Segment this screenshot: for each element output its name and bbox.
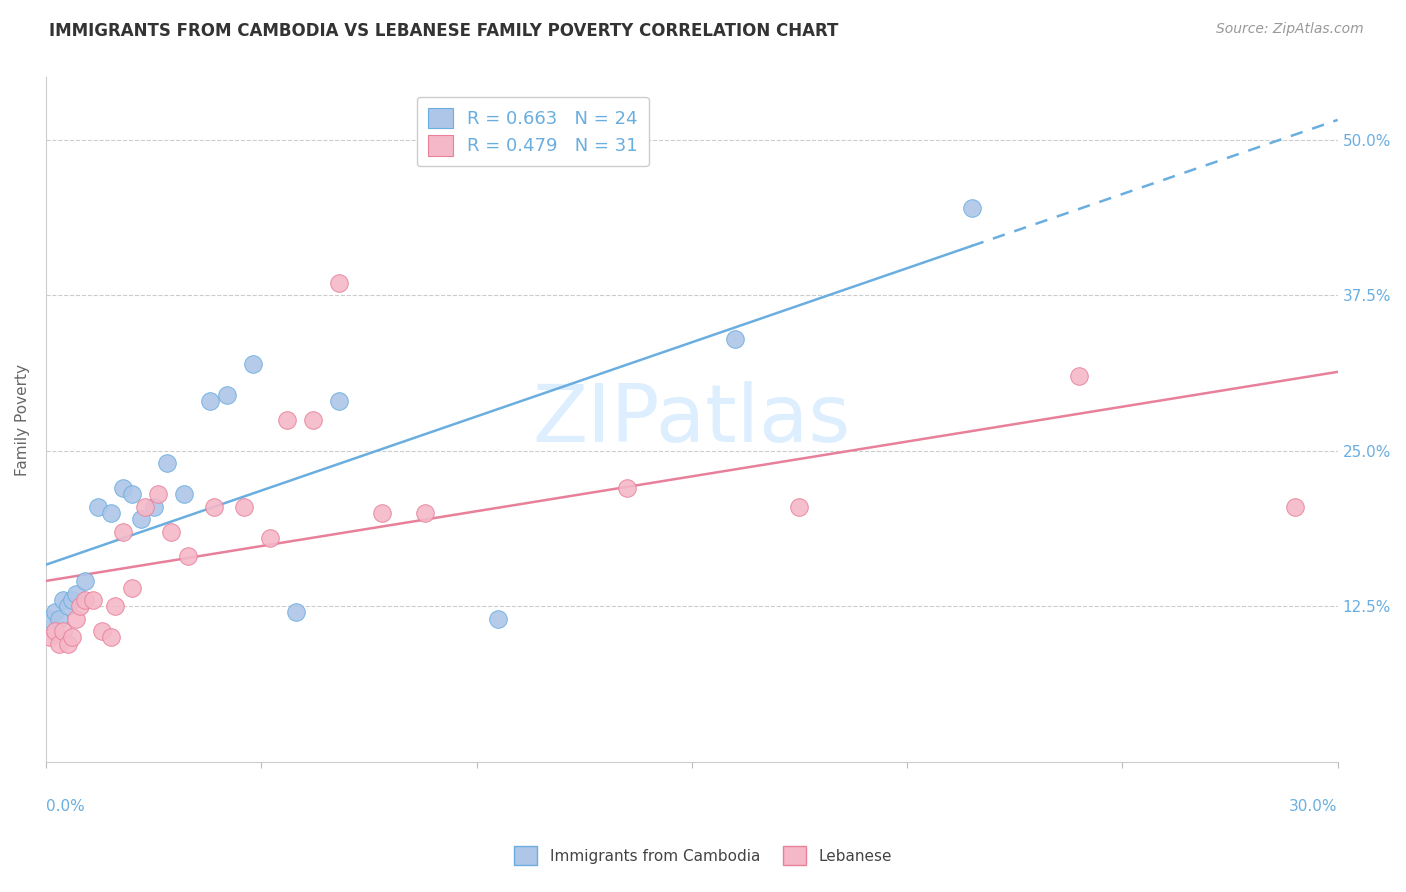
Point (112, 524, 135, 539)
Point (44, 606, 66, 620)
Point (371, 506, 394, 520)
Point (60, 631, 83, 645)
Point (100, 506, 122, 520)
Point (142, 500, 165, 514)
Point (104, 599, 127, 614)
Point (160, 524, 183, 539)
Point (48, 612, 70, 626)
Point (39, 612, 62, 626)
Point (284, 606, 307, 620)
Point (242, 357, 264, 371)
Point (173, 487, 195, 501)
Point (69, 599, 91, 614)
Point (616, 481, 638, 495)
Point (52, 593, 75, 607)
Point (86, 500, 108, 514)
Point (82, 593, 104, 607)
Point (233, 500, 256, 514)
Text: 0.0%: 0.0% (46, 799, 84, 814)
Point (198, 393, 221, 408)
Point (73, 593, 96, 607)
Point (121, 487, 143, 501)
Point (413, 506, 436, 520)
Text: 30.0%: 30.0% (1289, 799, 1337, 814)
Point (215, 388, 238, 402)
Point (44, 624, 66, 639)
Point (134, 500, 156, 514)
Point (155, 456, 177, 470)
Point (60, 593, 83, 607)
Point (724, 332, 747, 346)
Y-axis label: Family Poverty: Family Poverty (15, 364, 30, 475)
Point (100, 631, 122, 645)
Point (1069, 369, 1091, 384)
Point (328, 393, 350, 408)
Point (146, 487, 169, 501)
Point (129, 512, 152, 526)
Legend: R = 0.663   N = 24, R = 0.479   N = 31: R = 0.663 N = 24, R = 0.479 N = 31 (416, 96, 648, 167)
Point (177, 549, 200, 564)
Point (202, 500, 225, 514)
Text: Source: ZipAtlas.com: Source: ZipAtlas.com (1216, 22, 1364, 37)
Point (56, 637, 79, 651)
Point (39, 631, 62, 645)
Point (328, 276, 350, 290)
Point (52, 624, 75, 639)
Text: IMMIGRANTS FROM CAMBODIA VS LEBANESE FAMILY POVERTY CORRELATION CHART: IMMIGRANTS FROM CAMBODIA VS LEBANESE FAM… (49, 22, 838, 40)
Point (486, 612, 509, 626)
Point (56, 599, 79, 614)
Text: ZIPatlas: ZIPatlas (533, 381, 851, 458)
Point (1284, 500, 1306, 514)
Point (65, 587, 87, 601)
Point (259, 531, 281, 545)
Point (789, 500, 811, 514)
Point (91, 624, 114, 639)
Legend: Immigrants from Cambodia, Lebanese: Immigrants from Cambodia, Lebanese (509, 840, 897, 871)
Point (121, 581, 143, 595)
Point (112, 481, 135, 495)
Point (48, 637, 70, 651)
Point (302, 412, 325, 426)
Point (73, 574, 96, 589)
Point (960, 201, 983, 215)
Point (276, 412, 298, 426)
Point (65, 612, 87, 626)
